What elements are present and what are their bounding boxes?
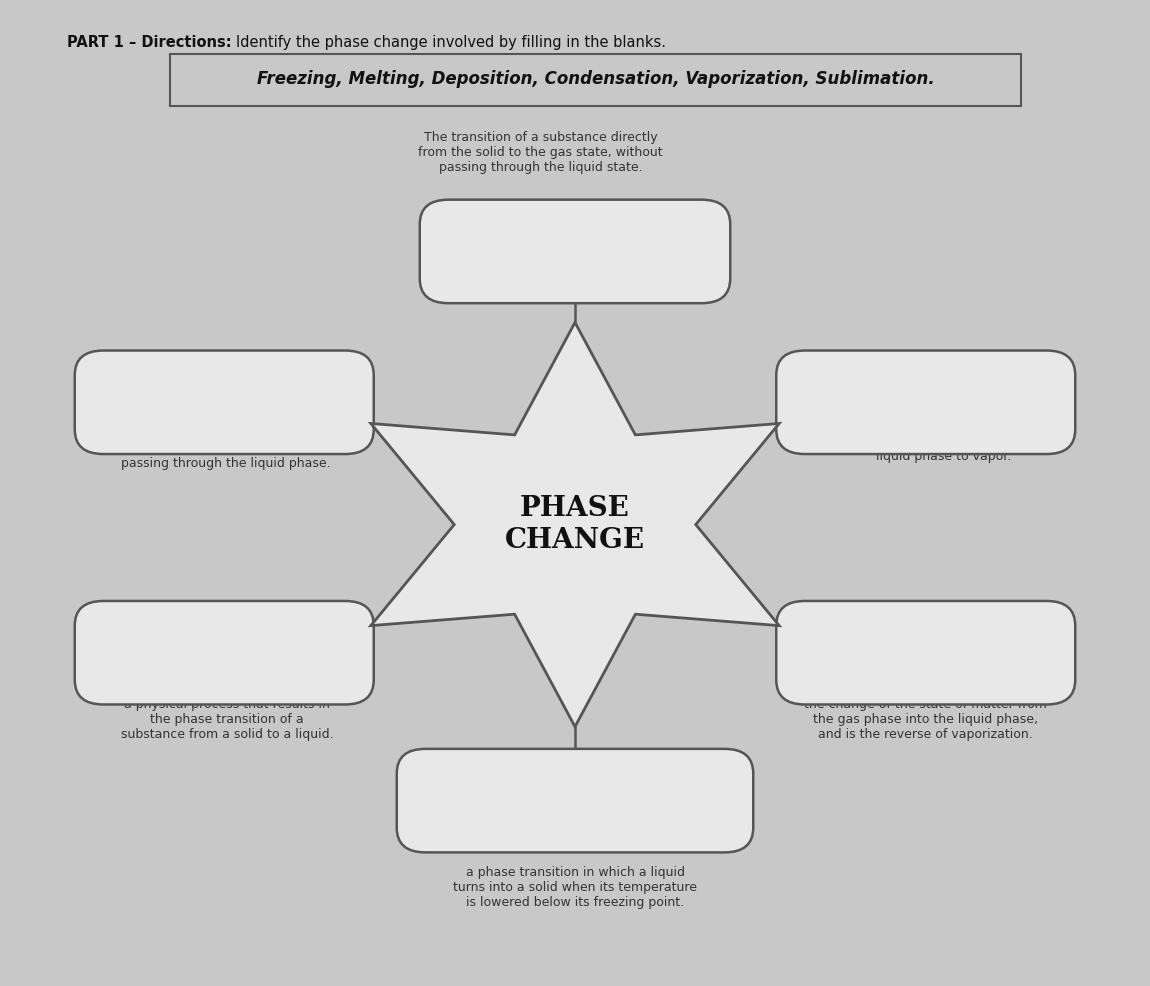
Text: the phase transition in which gas
transforms into solid without
passing through : the phase transition in which gas transf… bbox=[121, 427, 330, 470]
Text: Choose your answer from the box below: Choose your answer from the box below bbox=[236, 54, 531, 69]
Text: Identify the phase change involved by filling in the blanks.: Identify the phase change involved by fi… bbox=[236, 35, 666, 49]
Text: the change of the state of matter from
the gas phase into the liquid phase,
and : the change of the state of matter from t… bbox=[804, 698, 1046, 741]
FancyBboxPatch shape bbox=[776, 351, 1075, 454]
Text: a phase transition from the
liquid phase to vapor.: a phase transition from the liquid phase… bbox=[859, 435, 1029, 462]
FancyBboxPatch shape bbox=[170, 54, 1021, 106]
FancyBboxPatch shape bbox=[397, 749, 753, 852]
Text: PHASE
CHANGE: PHASE CHANGE bbox=[505, 495, 645, 554]
FancyBboxPatch shape bbox=[75, 351, 374, 454]
Text: PART 1 – Directions:: PART 1 – Directions: bbox=[67, 35, 231, 49]
Polygon shape bbox=[370, 322, 780, 727]
FancyBboxPatch shape bbox=[75, 601, 374, 704]
Text: a physical process that results in
the phase transition of a
substance from a so: a physical process that results in the p… bbox=[121, 698, 334, 741]
FancyBboxPatch shape bbox=[776, 601, 1075, 704]
Text: The transition of a substance directly
from the solid to the gas state, without
: The transition of a substance directly f… bbox=[419, 131, 662, 175]
Text: a phase transition in which a liquid
turns into a solid when its temperature
is : a phase transition in which a liquid tur… bbox=[453, 866, 697, 909]
FancyBboxPatch shape bbox=[420, 199, 730, 304]
Text: Freezing, Melting, Deposition, Condensation, Vaporization, Sublimation.: Freezing, Melting, Deposition, Condensat… bbox=[256, 70, 935, 88]
